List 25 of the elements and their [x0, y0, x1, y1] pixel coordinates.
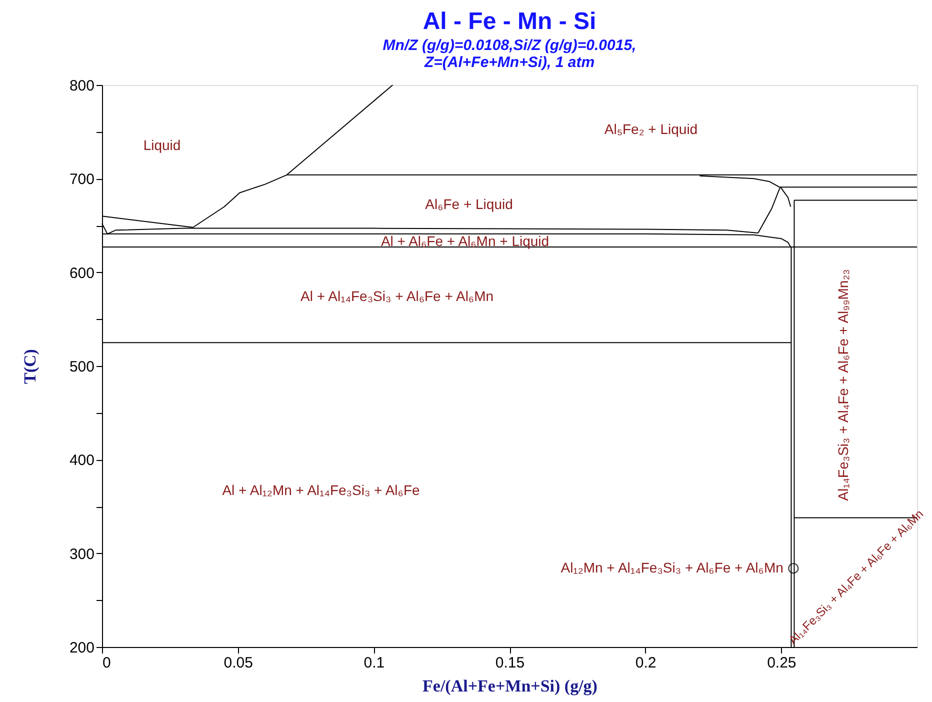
x-tick-label: 0 — [102, 654, 111, 672]
x-tick-label: 0.2 — [635, 654, 656, 672]
y-axis-title: T(C) — [20, 349, 40, 384]
x-tick-label: 0.05 — [224, 654, 253, 672]
x-tick-label: 0.25 — [767, 654, 796, 672]
y-tick-label: 600 — [69, 264, 94, 282]
annotation: Liquid — [143, 137, 181, 153]
y-tick-label: 400 — [69, 452, 94, 470]
annotation: Al + Al₁₄Fe₃Si₃ + Al₆Fe + Al₆Mn — [300, 288, 494, 304]
annotation: Al + Al₆Fe + Al₆Mn + Liquid — [380, 233, 550, 249]
y-tick-label: 200 — [69, 640, 94, 656]
annotation: Al₆Fe + Liquid — [425, 196, 513, 212]
y-tick-label: 500 — [69, 358, 94, 376]
annotation: Al₅Fe₂ + Liquid — [604, 121, 698, 137]
annotation: Al + Al₁₂Mn + Al₁₄Fe₃Si₃ + Al₆Fe — [222, 482, 420, 498]
x-tick-label: 0.1 — [364, 654, 385, 672]
y-tick-label: 300 — [69, 546, 94, 563]
annotation: Al₁₄Fe₃Si₃ + Al₄Fe + Al₆Fe + Al₉₉Mn₂₃ — [835, 269, 851, 501]
chart-title: Al - Fe - Mn - Si — [422, 8, 596, 35]
y-tick-label: 700 — [69, 171, 94, 188]
x-axis-title: Fe/(Al+Fe+Mn+Si) (g/g) — [422, 676, 598, 696]
annotation: Al₁₂Mn + Al₁₄Fe₃Si₃ + Al₆Fe + Al₆Mn — [560, 559, 784, 576]
x-tick-label: 0.15 — [495, 654, 525, 672]
y-tick-label: 800 — [69, 78, 94, 94]
chart-subtitle: Mn/Z (g/g)=0.0108,Si/Z (g/g)=0.0015, Z=(Al+Fe+Mn+Si), 1 atm — [382, 37, 636, 71]
